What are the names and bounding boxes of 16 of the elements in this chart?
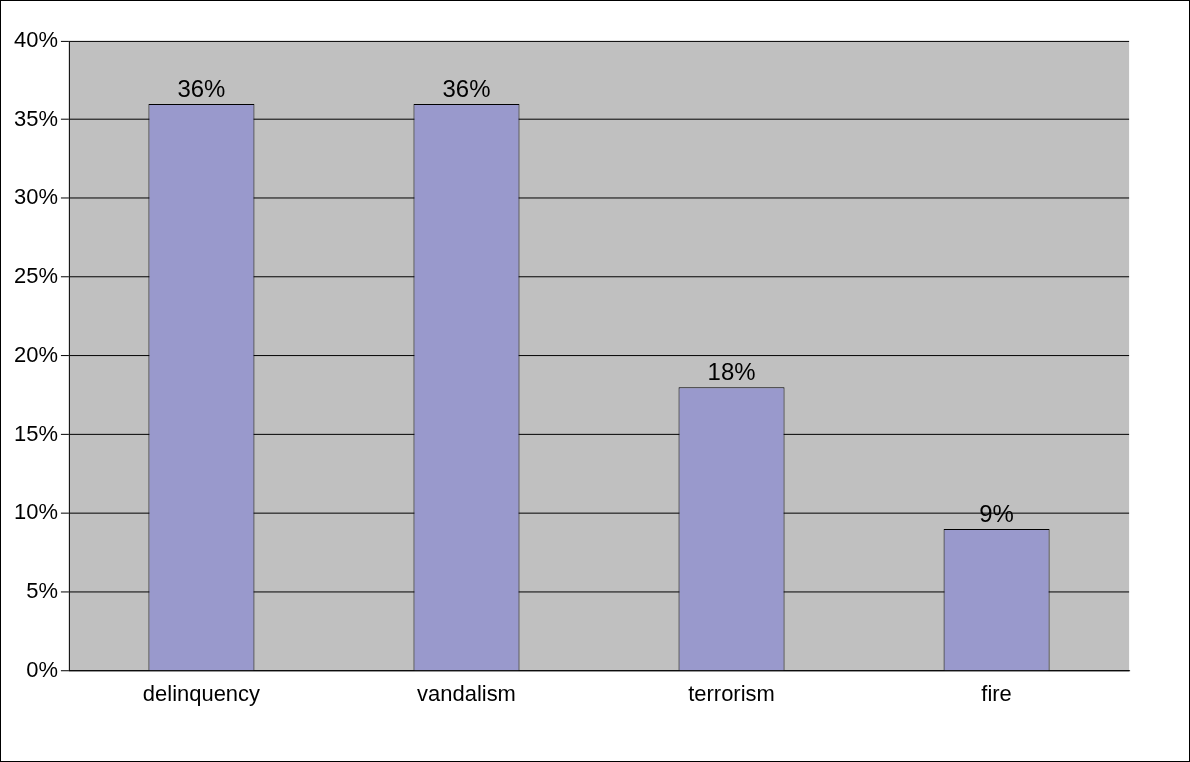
y-tick-label: 25% (13, 263, 58, 289)
data-label: 36% (442, 74, 491, 102)
data-label: 18% (707, 358, 756, 386)
x-tick-label: fire (981, 681, 1012, 707)
x-tick-label: terrorism (688, 681, 775, 707)
data-label: 36% (177, 74, 226, 102)
x-tick-label: delinquency (142, 681, 261, 707)
y-tick-label: 5% (26, 578, 58, 604)
y-tick-label: 40% (13, 26, 58, 52)
y-tick-label: 30% (13, 184, 58, 210)
y-tick-label: 10% (13, 499, 58, 525)
x-tick-label: vandalism (417, 681, 516, 707)
y-tick-label: 35% (13, 105, 58, 131)
y-tick-label: 15% (13, 420, 58, 446)
y-tick-label: 0% (26, 656, 58, 682)
y-tick-label: 20% (13, 341, 58, 367)
